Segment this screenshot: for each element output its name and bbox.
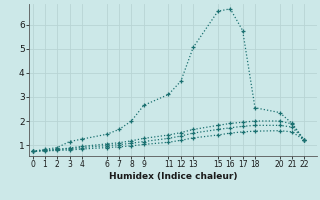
X-axis label: Humidex (Indice chaleur): Humidex (Indice chaleur): [108, 172, 237, 181]
